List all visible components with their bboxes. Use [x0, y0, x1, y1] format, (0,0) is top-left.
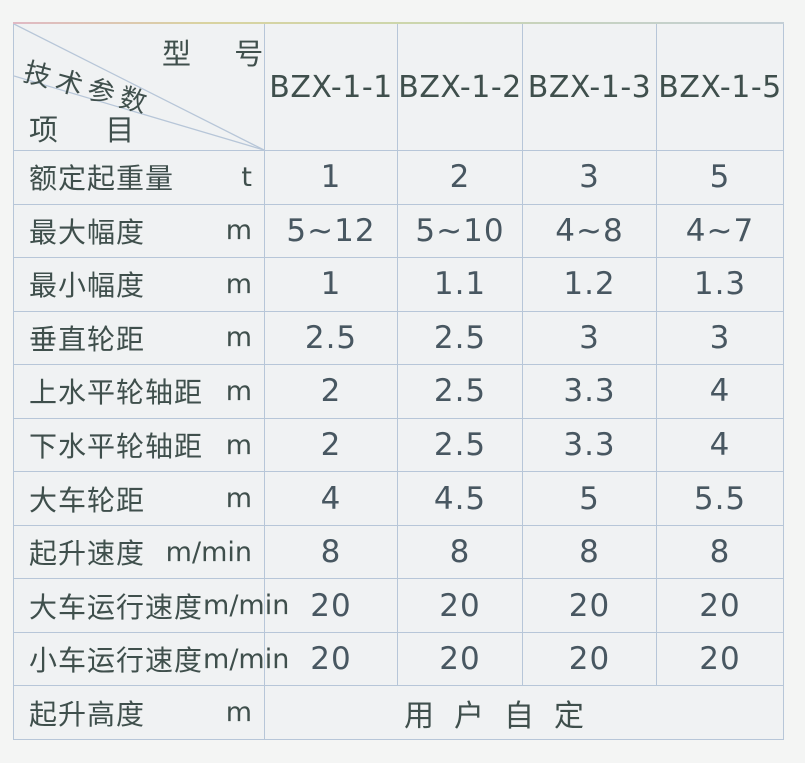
row-unit: m/min [203, 643, 290, 675]
row-label: 起升速度 [29, 537, 146, 571]
row-unit: m [225, 322, 252, 354]
value-cell: 20 [265, 632, 398, 686]
value-cell: 8 [709, 534, 731, 571]
value-cell: 4 [265, 472, 398, 525]
row-label: 大车运行速度 [29, 590, 204, 624]
row-label-cell: 大车运行速度 m/min [14, 579, 289, 632]
value-cell: 8 [265, 525, 398, 579]
row-label: 垂直轮距 [29, 322, 146, 356]
value-cell: 1 [265, 258, 398, 311]
value-cell: 4 [709, 373, 731, 410]
table-row: 大车运行速度 m/min 20 20 20 20 [14, 579, 783, 633]
value-cell: 3 [523, 311, 657, 365]
row-label: 最小幅度 [29, 269, 146, 303]
row-label: 大车轮距 [29, 483, 146, 517]
table-row: 起升高度 m 用户自定 [14, 686, 783, 740]
table-row: 最大幅度 m 5~12 5~10 4~8 4~7 [14, 204, 783, 259]
row-label-cell: 最大幅度 m [14, 204, 265, 258]
value-cell: 2 [265, 418, 398, 472]
value-cell: 2 [265, 365, 398, 418]
row-label: 上水平轮轴距 [29, 376, 204, 410]
value-cell: 20 [398, 632, 523, 686]
value-cell: 2.5 [398, 418, 523, 472]
value-cell: 20 [398, 579, 523, 632]
row-label-cell: 起升速度 m/min [14, 525, 265, 579]
row-unit: m/min [165, 536, 252, 568]
table-row: 大车轮距 m 4 4.5 5 5.5 [14, 472, 783, 526]
value-cell: 5 [709, 159, 731, 196]
value-cell: 8 [398, 525, 523, 579]
row-label: 额定起重量 [29, 162, 175, 196]
row-unit: m/min [203, 590, 290, 622]
table-row: 垂直轮距 m 2.5 2.5 3 3 [14, 311, 783, 366]
value-cell: 3.3 [523, 418, 657, 472]
value-cell: 3.3 [523, 365, 657, 418]
spec-table: 型 号 技术参数 项 目 BZX-1-1 BZX-1-2 BZX-1-3 BZX… [13, 22, 784, 740]
column-header-bzx-1-3: BZX-1-3 [523, 24, 657, 150]
row-label-cell: 最小幅度 m [14, 258, 265, 311]
corner-label-model: 型 号 [162, 37, 263, 71]
column-header-bzx-1-1: BZX-1-1 [265, 24, 398, 150]
value-cell: 20 [523, 579, 657, 632]
row-label-cell: 小车运行速度 m/min [14, 632, 289, 686]
table-row: 最小幅度 m 1 1.1 1.2 1.3 [14, 258, 783, 312]
value-cell: 5.5 [693, 480, 747, 517]
merged-value-cell: 用户自定 [404, 698, 604, 734]
value-cell: 2 [398, 151, 523, 204]
row-unit: m [225, 697, 252, 729]
table-header-row: 型 号 技术参数 项 目 BZX-1-1 BZX-1-2 BZX-1-3 BZX… [14, 24, 783, 151]
row-unit: m [225, 483, 252, 515]
value-cell: 1 [265, 151, 398, 204]
table-row: 下水平轮轴距 m 2 2.5 3.3 4 [14, 418, 783, 473]
table-row: 上水平轮轴距 m 2 2.5 3.3 4 [14, 365, 783, 419]
value-cell: 3 [523, 151, 657, 204]
value-cell: 4~7 [685, 212, 755, 249]
corner-label-items: 项 目 [29, 113, 154, 147]
value-cell: 5~10 [398, 204, 523, 258]
row-label: 下水平轮轴距 [29, 430, 204, 463]
diagonal-lines-icon [14, 24, 264, 150]
value-cell: 1.3 [693, 266, 747, 303]
row-label-cell: 额定起重量 t [14, 151, 265, 204]
value-cell: 5~12 [265, 204, 398, 258]
value-cell: 5 [523, 472, 657, 525]
value-cell: 1.1 [398, 258, 523, 311]
value-cell: 1.2 [523, 258, 657, 311]
column-header-bzx-1-2: BZX-1-2 [398, 24, 523, 150]
column-header-bzx-1-5: BZX-1-5 [658, 69, 782, 105]
row-label: 最大幅度 [29, 215, 146, 249]
row-label-cell: 下水平轮轴距 m [14, 418, 265, 472]
value-cell: 4 [709, 427, 731, 463]
value-cell: 20 [699, 641, 741, 678]
scan-top-edge-tint [13, 22, 784, 24]
value-cell: 4.5 [398, 472, 523, 525]
value-cell: 20 [699, 587, 741, 624]
row-unit: t [241, 161, 252, 193]
row-label: 小车运行速度 [29, 644, 204, 678]
row-label-cell: 大车轮距 m [14, 472, 265, 525]
value-cell: 20 [523, 632, 657, 686]
row-label-cell: 垂直轮距 m [14, 311, 265, 365]
corner-header-cell: 型 号 技术参数 项 目 [14, 24, 265, 150]
value-cell: 8 [523, 525, 657, 579]
row-unit: m [225, 268, 252, 300]
value-cell: 2.5 [398, 311, 523, 365]
value-cell: 2.5 [265, 311, 398, 365]
row-unit: m [225, 215, 252, 247]
value-cell: 2.5 [398, 365, 523, 418]
row-label-cell: 上水平轮轴距 m [14, 365, 265, 418]
row-unit: m [225, 375, 252, 407]
row-label: 起升高度 [29, 697, 146, 731]
value-cell: 20 [265, 579, 398, 632]
row-unit: m [225, 429, 252, 461]
table-row: 小车运行速度 m/min 20 20 20 20 [14, 632, 783, 687]
value-cell: 3 [709, 319, 731, 356]
value-cell: 4~8 [523, 204, 657, 258]
row-label-cell: 起升高度 m [14, 686, 265, 740]
